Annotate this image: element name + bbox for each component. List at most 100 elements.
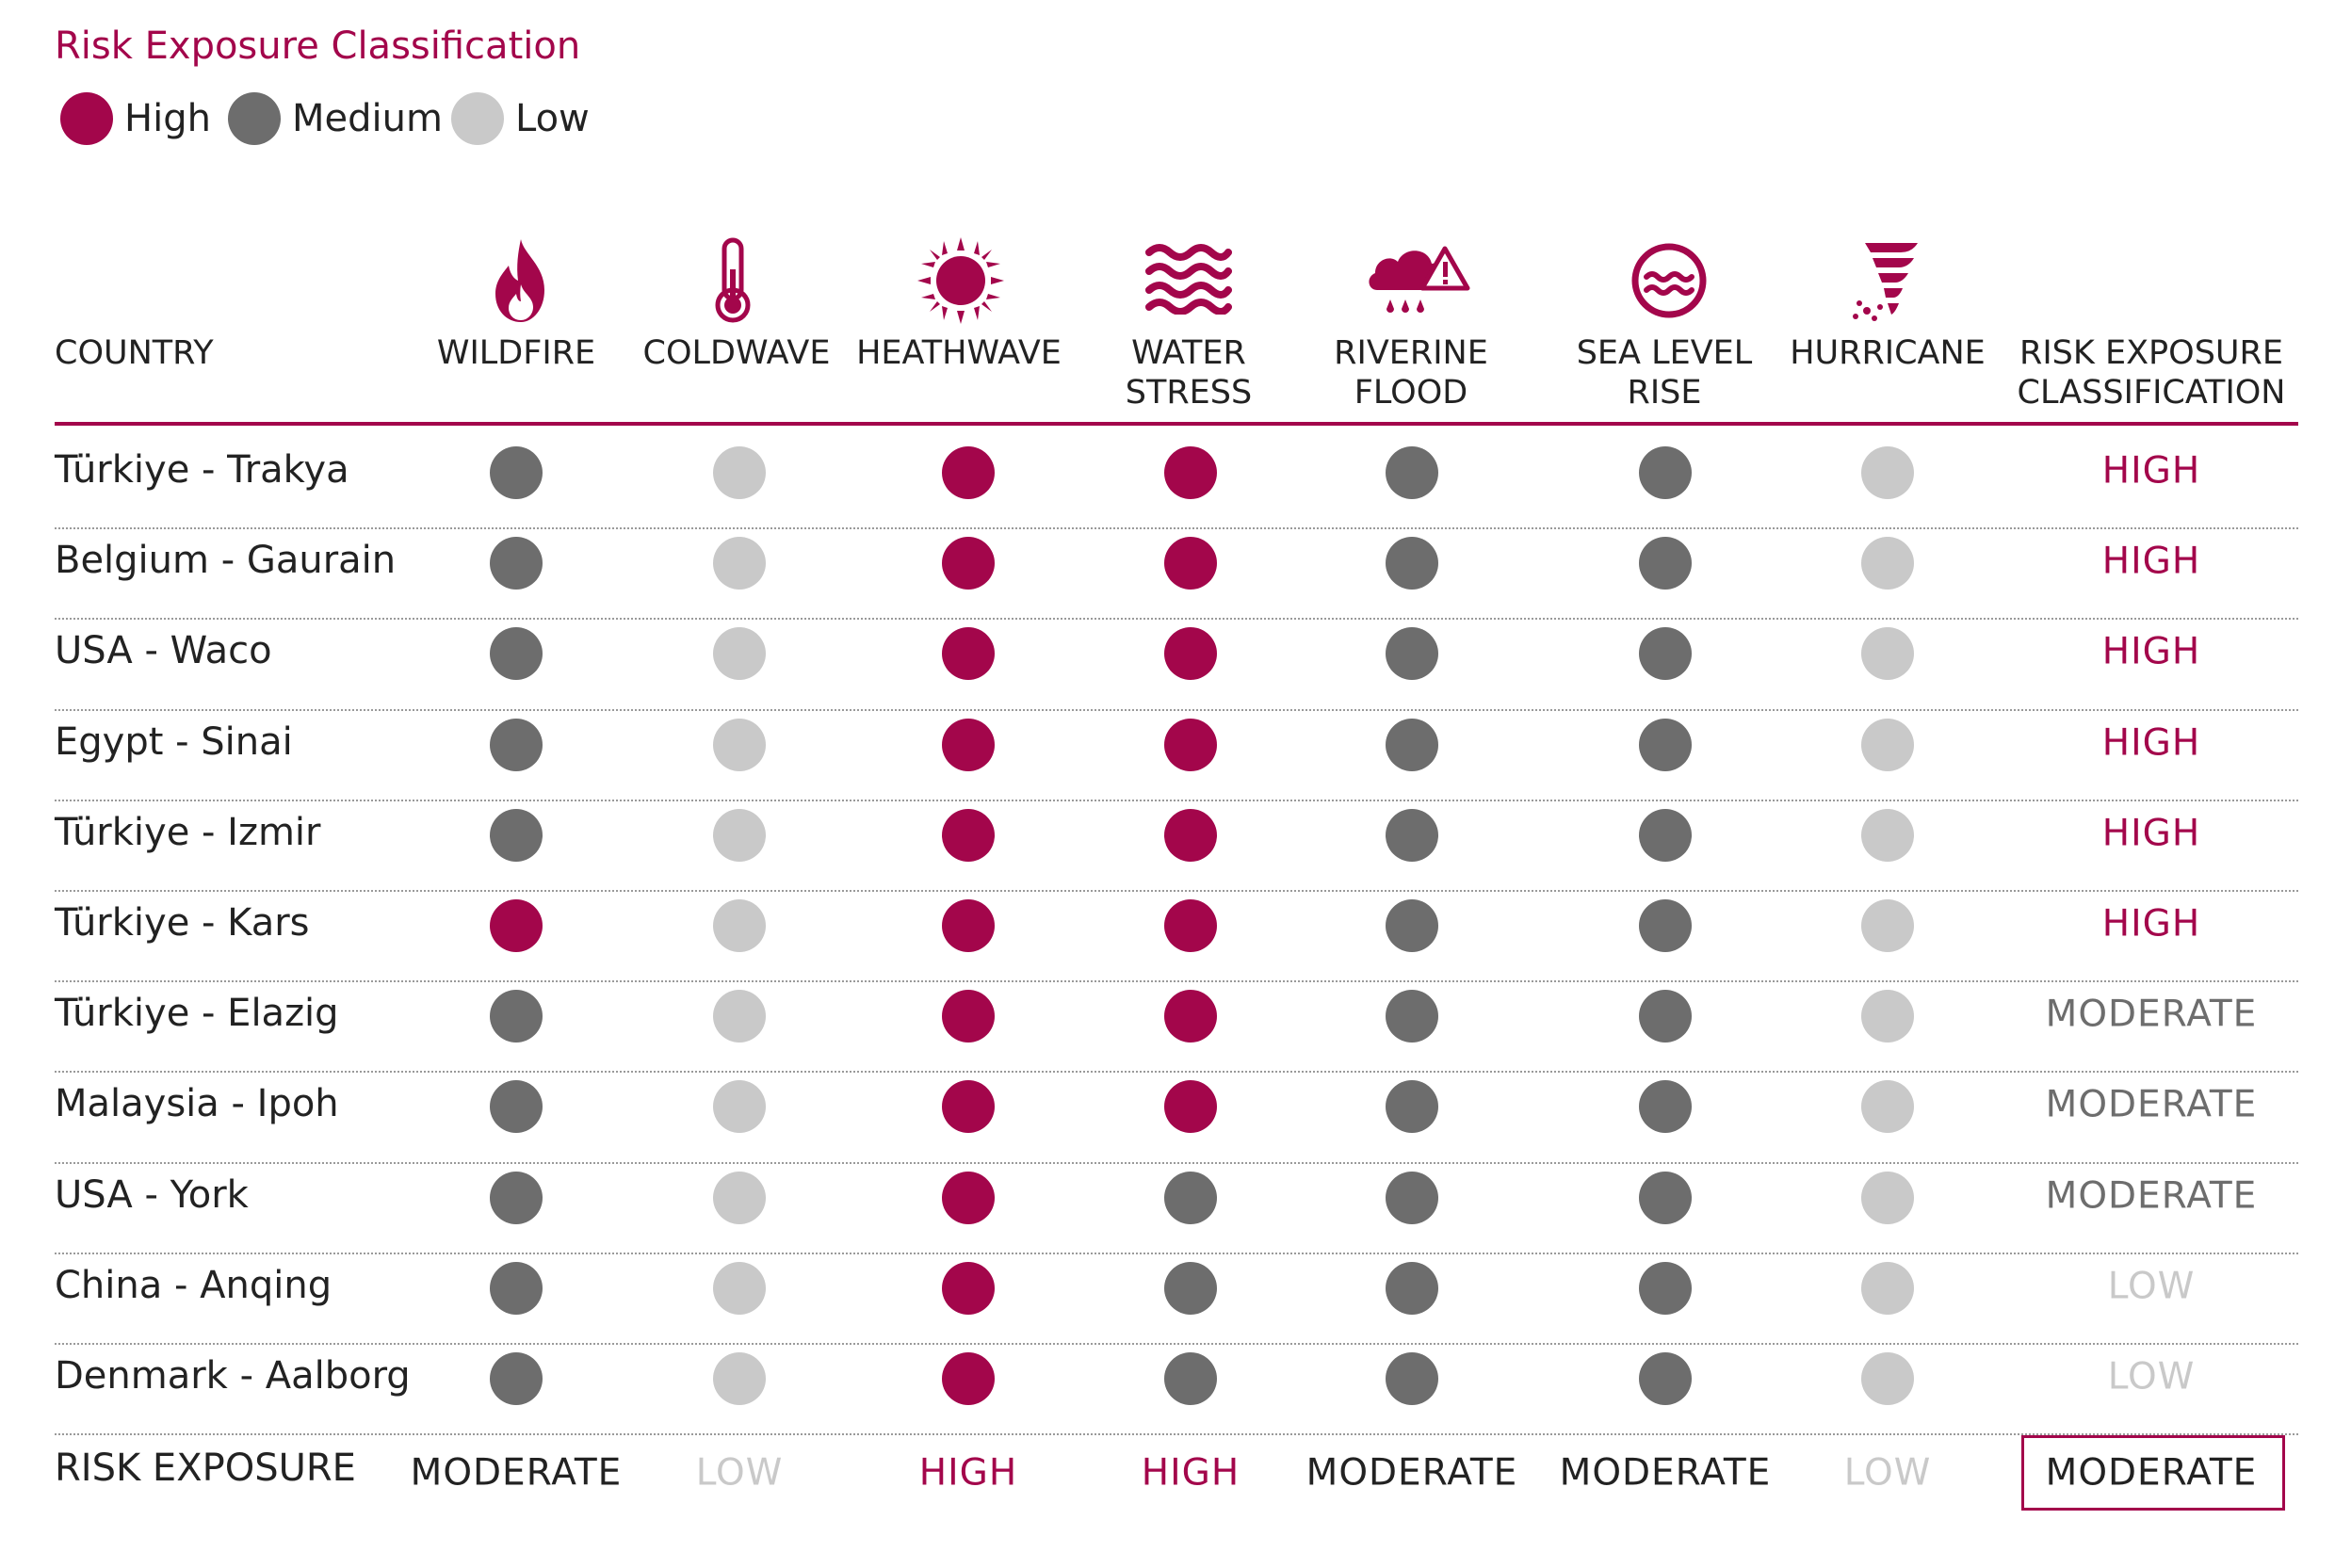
- risk-dot-heathwave-high: [942, 627, 995, 681]
- legend-item-low: Low: [451, 90, 590, 147]
- row-classification: HIGH: [2101, 449, 2201, 493]
- row-classification: MODERATE: [2045, 1174, 2258, 1218]
- risk-dot-coldwave-low: [713, 1261, 766, 1315]
- column-header-classification-line1: RISK EXPOSURE: [2019, 334, 2283, 372]
- risk-dot-coldwave-low: [713, 1352, 766, 1405]
- row-classification: MODERATE: [2045, 993, 2258, 1036]
- risk-dot-water-stress-high: [1164, 990, 1217, 1043]
- legend-item-high: High: [60, 90, 211, 147]
- column-header-riverine-flood: RIVERINE FLOOD: [1334, 333, 1488, 412]
- risk-dot-hurricane-low: [1861, 1080, 1914, 1134]
- waves-icon: [1145, 244, 1232, 315]
- risk-dot-coldwave-low: [713, 1080, 766, 1134]
- legend-item-medium: Medium: [228, 90, 443, 147]
- row-label-usa-york: USA - York: [55, 1172, 249, 1217]
- row-separator: [55, 1161, 2298, 1164]
- risk-dot-heathwave-high: [942, 1261, 995, 1315]
- risk-dot-riverine-flood-medium: [1386, 537, 1438, 590]
- row-separator: [55, 527, 2298, 530]
- risk-dot-hurricane-low: [1861, 1261, 1914, 1315]
- risk-dot-riverine-flood-medium: [1386, 990, 1438, 1043]
- risk-dot-sea-level-rise-medium: [1639, 808, 1692, 862]
- tornado-icon: [1853, 243, 1918, 321]
- risk-dot-sea-level-rise-medium: [1639, 899, 1692, 952]
- footer-value-sea-level-rise: MODERATE: [1559, 1451, 1772, 1495]
- risk-dot-riverine-flood-medium: [1386, 446, 1438, 499]
- risk-dot-water-stress-high: [1164, 808, 1217, 862]
- row-label-denmark-aalborg: Denmark - Aalborg: [55, 1354, 411, 1398]
- risk-dot-water-stress-high: [1164, 446, 1217, 499]
- risk-dot-riverine-flood-medium: [1386, 718, 1438, 771]
- risk-dot-heathwave-high: [942, 899, 995, 952]
- column-header-hurricane: HURRICANE: [1790, 333, 1986, 373]
- column-header-classification: RISK EXPOSURE CLASSIFICATION: [2018, 333, 2286, 412]
- footer-value-hurricane: LOW: [1843, 1451, 1932, 1495]
- column-header-coldwave-line1: COLDWAVE: [642, 334, 831, 372]
- risk-dot-coldwave-low: [713, 899, 766, 952]
- row-separator: [55, 708, 2298, 711]
- risk-dot-sea-level-rise-medium: [1639, 718, 1692, 771]
- risk-dot-sea-level-rise-medium: [1639, 1171, 1692, 1224]
- risk-dot-sea-level-rise-medium: [1639, 537, 1692, 590]
- row-separator: [55, 890, 2298, 892]
- rain-cloud-warning-icon: [1369, 246, 1470, 313]
- column-header-wildfire-line1: WILDFIRE: [436, 334, 596, 372]
- row-separator: [55, 618, 2298, 621]
- risk-dot-heathwave-high: [942, 1352, 995, 1405]
- risk-dot-wildfire-medium: [490, 808, 543, 862]
- risk-dot-riverine-flood-medium: [1386, 1080, 1438, 1134]
- row-separator: [55, 1252, 2298, 1254]
- column-header-riverine-flood-line1: RIVERINE: [1334, 334, 1488, 372]
- risk-dot-hurricane-low: [1861, 1352, 1914, 1405]
- row-label-belgium-gaurain: Belgium - Gaurain: [55, 539, 397, 583]
- risk-dot-sea-level-rise-medium: [1639, 627, 1692, 681]
- risk-dot-heathwave-high: [942, 1080, 995, 1134]
- risk-dot-heathwave-high: [942, 808, 995, 862]
- column-header-water-stress-line1: WATER: [1131, 334, 1246, 372]
- legend-label-low: Low: [515, 97, 590, 140]
- risk-dot-hurricane-low: [1861, 627, 1914, 681]
- row-classification: HIGH: [2101, 721, 2201, 765]
- row-label-t-rkiye-trakya: Türkiye - Trakya: [55, 448, 349, 492]
- risk-dot-wildfire-high: [490, 899, 543, 952]
- risk-dot-coldwave-low: [713, 718, 766, 771]
- row-label-usa-waco: USA - Waco: [55, 629, 272, 673]
- footer-value-coldwave: LOW: [695, 1451, 784, 1495]
- column-header-classification-line2: CLASSIFICATION: [2017, 374, 2286, 412]
- row-classification: HIGH: [2101, 812, 2201, 855]
- risk-dot-hurricane-low: [1861, 537, 1914, 590]
- risk-dot-sea-level-rise-medium: [1639, 990, 1692, 1043]
- column-header-hurricane-line1: HURRICANE: [1790, 334, 1986, 372]
- sun-icon: [917, 237, 1004, 324]
- header-rule: [55, 422, 2298, 426]
- overall-classification-box: [2021, 1435, 2285, 1511]
- row-label-malaysia-ipoh: Malaysia - Ipoh: [55, 1082, 339, 1126]
- risk-dot-heathwave-high: [942, 446, 995, 499]
- column-header-water-stress-line2: STRESS: [1125, 374, 1253, 412]
- risk-dot-water-stress-high: [1164, 627, 1217, 681]
- chart-title: Risk Exposure Classification: [55, 24, 581, 68]
- risk-dot-sea-level-rise-medium: [1639, 1261, 1692, 1315]
- risk-dot-wildfire-medium: [490, 1352, 543, 1405]
- row-classification: MODERATE: [2045, 1083, 2258, 1126]
- risk-dot-riverine-flood-medium: [1386, 1352, 1438, 1405]
- row-label-china-anqing: China - Anqing: [55, 1263, 332, 1307]
- risk-dot-hurricane-low: [1861, 990, 1914, 1043]
- column-header-water-stress: WATER STRESS: [1126, 333, 1252, 412]
- risk-dot-wildfire-medium: [490, 1261, 543, 1315]
- row-separator: [55, 799, 2298, 801]
- risk-dot-coldwave-low: [713, 1171, 766, 1224]
- risk-dot-wildfire-medium: [490, 537, 543, 590]
- risk-dot-riverine-flood-medium: [1386, 1171, 1438, 1224]
- legend-dot-high: [60, 92, 113, 145]
- legend-dot-low: [451, 92, 504, 145]
- row-label-t-rkiye-kars: Türkiye - Kars: [55, 901, 310, 945]
- row-label-egypt-sinai: Egypt - Sinai: [55, 719, 293, 764]
- row-classification: HIGH: [2101, 540, 2201, 583]
- risk-dot-sea-level-rise-medium: [1639, 446, 1692, 499]
- row-label-t-rkiye-izmir: Türkiye - Izmir: [55, 810, 321, 854]
- risk-dot-heathwave-high: [942, 990, 995, 1043]
- column-header-sea-level-rise-line2: RISE: [1627, 374, 1702, 412]
- column-header-sea-level-rise-line1: SEA LEVEL: [1576, 334, 1753, 372]
- risk-dot-water-stress-high: [1164, 1080, 1217, 1134]
